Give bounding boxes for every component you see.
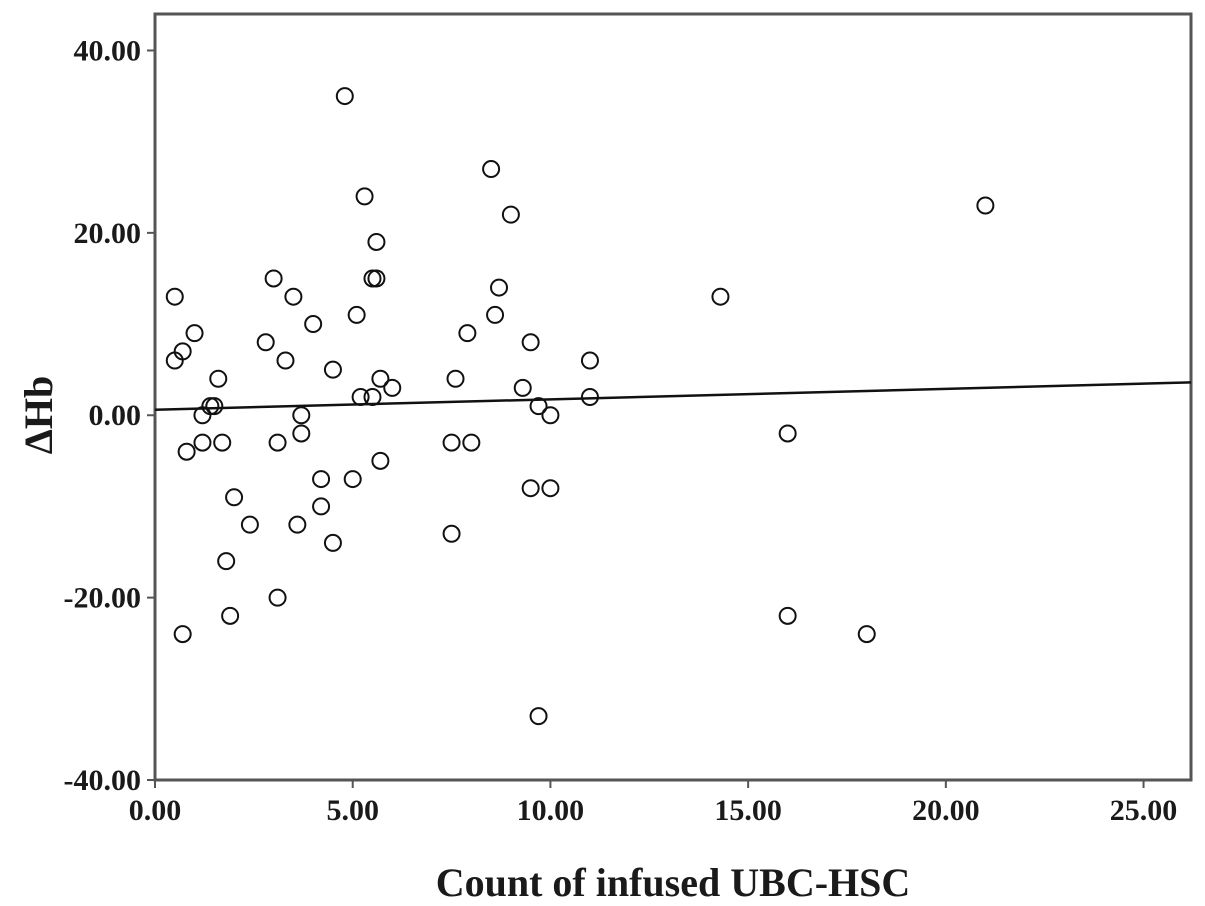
regression-line	[154, 381, 1192, 412]
data-point	[256, 333, 275, 352]
data-point	[371, 451, 390, 470]
data-point	[458, 324, 477, 343]
data-point	[482, 160, 501, 179]
x-axis-ticks: 0.00 5.00 10.00 15.00 20.00 25.00	[129, 780, 1178, 827]
data-point	[521, 479, 540, 498]
data-point	[541, 479, 560, 498]
data-point	[371, 369, 390, 388]
y-tick-label: -40.00	[64, 764, 142, 797]
data-point	[347, 305, 366, 324]
x-tick-label: 20.00	[912, 794, 980, 827]
y-axis-ticks: 40.00 20.00 0.00 -20.00 -40.00	[64, 34, 155, 797]
data-point	[268, 588, 287, 607]
data-point	[541, 406, 560, 425]
data-point	[268, 433, 287, 452]
data-points	[165, 87, 995, 726]
data-point	[335, 87, 354, 106]
data-point	[442, 433, 461, 452]
data-point	[529, 397, 548, 416]
data-point	[288, 515, 307, 534]
data-point	[225, 488, 244, 507]
data-point	[312, 497, 331, 516]
data-point	[778, 424, 797, 443]
data-point	[501, 205, 520, 224]
data-point	[711, 287, 730, 306]
data-point	[193, 433, 212, 452]
y-tick-label: -20.00	[64, 582, 142, 615]
data-point	[363, 388, 382, 406]
data-point	[217, 552, 236, 571]
data-point	[976, 196, 995, 215]
data-point	[521, 333, 540, 352]
x-tick-label: 0.00	[129, 794, 182, 827]
data-point	[185, 324, 204, 343]
data-point	[529, 707, 548, 726]
x-tick-label: 10.00	[517, 794, 585, 827]
data-point	[312, 470, 331, 489]
data-point	[276, 351, 295, 370]
data-point	[367, 232, 386, 251]
data-point	[351, 388, 370, 406]
y-tick-label: 40.00	[74, 34, 142, 67]
x-axis-title: Count of infused UBC-HSC	[436, 860, 911, 905]
data-point	[292, 424, 311, 443]
data-point	[580, 388, 599, 406]
data-point	[442, 524, 461, 543]
data-point	[173, 342, 192, 361]
data-point	[778, 606, 797, 625]
data-point	[367, 269, 386, 288]
data-point	[284, 287, 303, 306]
data-point	[857, 625, 876, 644]
data-point	[343, 470, 362, 489]
data-point	[486, 305, 505, 324]
data-point	[205, 397, 224, 416]
x-tick-label: 25.00	[1110, 794, 1178, 827]
data-point	[240, 515, 259, 534]
data-point	[513, 378, 532, 397]
data-point	[173, 625, 192, 644]
data-point	[446, 369, 465, 388]
x-tick-label: 15.00	[714, 794, 782, 827]
data-point	[213, 433, 232, 452]
data-point	[323, 360, 342, 379]
data-point	[490, 278, 509, 297]
y-axis-title: ΔHb	[16, 376, 61, 454]
data-point	[304, 315, 323, 334]
data-point	[323, 533, 342, 552]
x-tick-label: 5.00	[326, 794, 379, 827]
y-tick-label: 0.00	[89, 399, 142, 432]
data-point	[462, 433, 481, 452]
data-point	[580, 351, 599, 370]
data-point	[383, 378, 402, 397]
data-point	[177, 442, 196, 461]
data-point	[264, 269, 283, 288]
data-point	[221, 606, 240, 625]
data-point	[165, 287, 184, 306]
data-point	[355, 187, 374, 206]
y-tick-label: 20.00	[74, 217, 142, 250]
data-point	[292, 406, 311, 425]
data-point	[209, 369, 228, 388]
